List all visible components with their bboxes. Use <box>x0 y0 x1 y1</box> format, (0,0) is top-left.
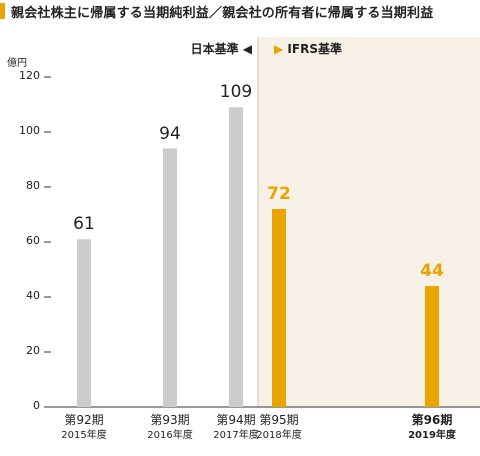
chart-title: 親会社株主に帰属する当期純利益／親会社の所有者に帰属する当期利益 <box>11 6 434 21</box>
chart-title-bar: 親会社株主に帰属する当期純利益／親会社の所有者に帰属する当期利益 <box>0 0 480 22</box>
category-year: 2019年度 <box>408 430 456 441</box>
bar-2018年度 <box>272 209 286 407</box>
category-year: 2016年度 <box>147 430 193 441</box>
category-year: 2015年度 <box>61 430 107 441</box>
data-label-2016年度: 94 <box>159 123 181 144</box>
japan-gaap-label: 日本基準 ◀ <box>190 42 252 56</box>
data-label-2017年度: 109 <box>219 82 253 103</box>
data-label-2015年度: 61 <box>73 214 95 235</box>
bar-2015年度 <box>77 239 91 407</box>
y-tick-label: 0 <box>33 399 40 412</box>
y-tick-label: 20 <box>26 344 40 357</box>
category-year: 2017年度 <box>213 430 259 441</box>
ifrs-label: ▶ IFRS基準 <box>274 42 342 56</box>
right-triangle-icon: ▶ <box>274 42 284 56</box>
bar-2016年度 <box>163 148 177 407</box>
y-axis-unit: 億円 <box>7 58 27 69</box>
category-label-2018年度: 第95期 2018年度 <box>234 413 324 443</box>
category-label-2016年度: 第93期 2016年度 <box>125 413 215 443</box>
y-tick-label: 100 <box>19 124 40 137</box>
bar-2019年度 <box>425 286 439 407</box>
category-year: 2018年度 <box>256 430 302 441</box>
y-tick-label: 120 <box>19 69 40 82</box>
y-tick-label: 80 <box>26 179 40 192</box>
ifrs-region-background <box>258 37 480 407</box>
data-label-2019年度: 44 <box>420 261 444 281</box>
left-triangle-icon: ◀ <box>242 42 252 56</box>
y-tick-label: 40 <box>26 289 40 302</box>
category-period: 第96期 <box>411 413 453 427</box>
category-period: 第94期 <box>216 413 256 427</box>
data-label-2018年度: 72 <box>267 184 291 204</box>
title-accent-mark <box>0 3 5 19</box>
category-period: 第93期 <box>150 413 190 427</box>
category-label-2017年度: 第94期 2017年度 <box>191 413 281 443</box>
category-label-2019年度: 第96期 2019年度 <box>387 413 477 443</box>
bar-2017年度 <box>229 107 243 407</box>
category-label-2015年度: 第92期 2015年度 <box>39 413 129 443</box>
y-tick-label: 60 <box>26 234 40 247</box>
category-period: 第95期 <box>259 413 299 427</box>
category-period: 第92期 <box>64 413 104 427</box>
